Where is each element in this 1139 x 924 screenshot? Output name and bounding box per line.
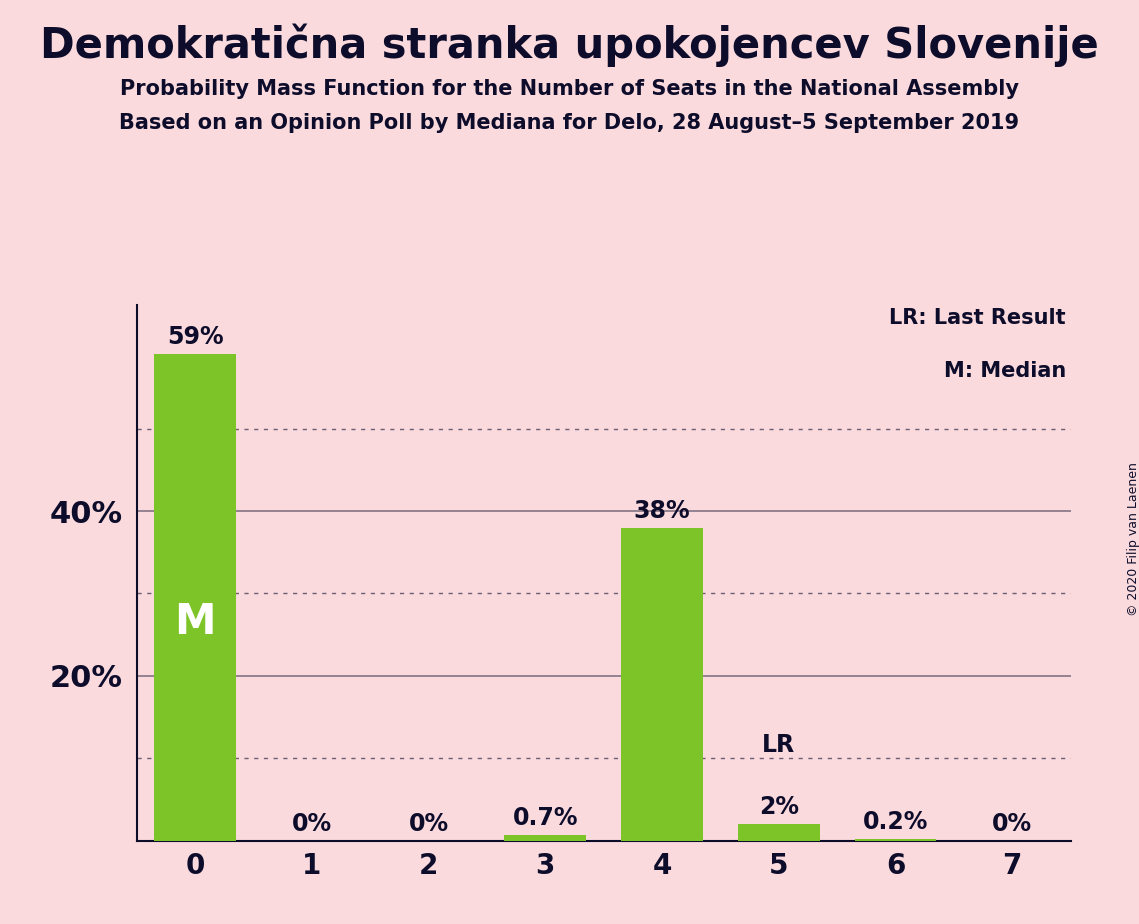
Text: LR: LR xyxy=(762,733,795,757)
Text: M: M xyxy=(174,601,215,643)
Text: LR: Last Result: LR: Last Result xyxy=(890,308,1066,328)
Text: © 2020 Filip van Laenen: © 2020 Filip van Laenen xyxy=(1126,462,1139,616)
Text: 0.2%: 0.2% xyxy=(863,810,928,834)
Text: 38%: 38% xyxy=(633,499,690,523)
Text: 0%: 0% xyxy=(992,812,1032,836)
Bar xyxy=(621,528,703,841)
Bar xyxy=(154,355,236,841)
Text: Probability Mass Function for the Number of Seats in the National Assembly: Probability Mass Function for the Number… xyxy=(120,79,1019,99)
Text: 0%: 0% xyxy=(409,812,449,836)
Text: 0%: 0% xyxy=(292,812,331,836)
Text: M: Median: M: Median xyxy=(944,361,1066,382)
Text: 2%: 2% xyxy=(759,796,798,820)
Text: 0.7%: 0.7% xyxy=(513,806,579,830)
Bar xyxy=(854,839,936,841)
Text: 59%: 59% xyxy=(166,325,223,349)
Text: Based on an Opinion Poll by Mediana for Delo, 28 August–5 September 2019: Based on an Opinion Poll by Mediana for … xyxy=(120,113,1019,133)
Text: Demokratična stranka upokojencev Slovenije: Demokratična stranka upokojencev Sloveni… xyxy=(40,23,1099,67)
Bar xyxy=(505,835,587,841)
Bar xyxy=(738,824,820,841)
